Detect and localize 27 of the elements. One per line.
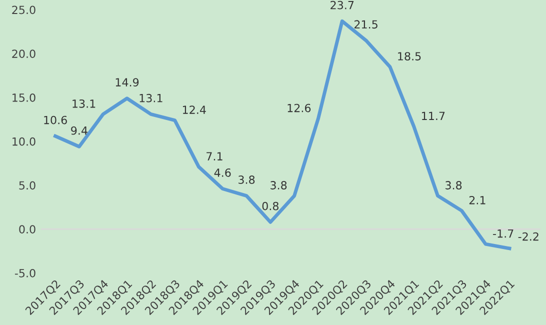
y-tick-label: 5.0 bbox=[19, 181, 36, 190]
y-tick-label: 0.0 bbox=[19, 225, 36, 234]
data-label: 13.1 bbox=[72, 99, 96, 108]
data-label: -1.7 bbox=[493, 229, 514, 238]
y-tick-label: 25.0 bbox=[12, 6, 36, 14]
data-label: 0.8 bbox=[262, 202, 278, 210]
data-label: 12.4 bbox=[182, 106, 206, 114]
data-label: 7.1 bbox=[206, 152, 222, 160]
data-label: 23.7 bbox=[330, 0, 354, 10]
data-label: -2.2 bbox=[518, 232, 538, 241]
data-label: 11.7 bbox=[422, 112, 445, 120]
data-label: 14.9 bbox=[116, 78, 139, 87]
data-label: 21.5 bbox=[354, 20, 378, 29]
data-label: 10.6 bbox=[44, 116, 67, 124]
data-label: 4.6 bbox=[214, 168, 231, 177]
data-label: 3.8 bbox=[270, 181, 287, 190]
data-label: 13.1 bbox=[140, 94, 162, 102]
y-tick-label: 20.0 bbox=[12, 50, 36, 58]
y-tick-label: 10.0 bbox=[12, 137, 36, 146]
data-label: 9.4 bbox=[71, 126, 88, 135]
data-label: 3.8 bbox=[238, 176, 255, 184]
data-label: 3.8 bbox=[446, 181, 462, 190]
data-label: 2.1 bbox=[469, 196, 486, 204]
y-tick-label: 15.0 bbox=[12, 93, 36, 102]
y-tick-label: -5.0 bbox=[14, 268, 36, 278]
data-label: 18.5 bbox=[398, 52, 421, 60]
data-label: 12.6 bbox=[288, 104, 311, 112]
